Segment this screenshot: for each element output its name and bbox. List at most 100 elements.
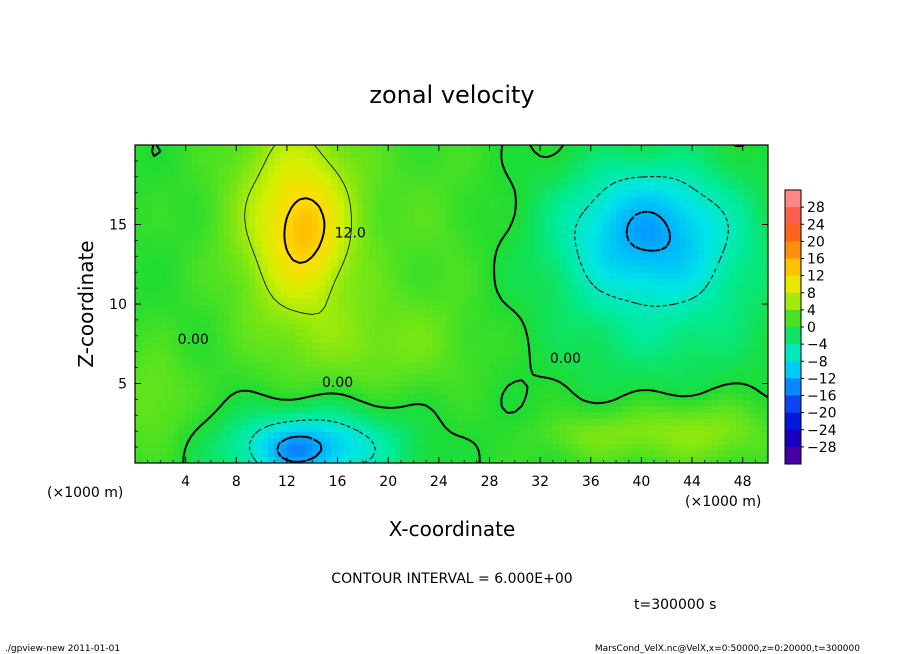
heatmap-cell bbox=[407, 431, 415, 439]
heatmap-cell bbox=[666, 399, 674, 407]
heatmap-cell bbox=[464, 297, 472, 305]
heatmap-cell bbox=[438, 424, 446, 432]
heatmap-cell bbox=[337, 151, 345, 159]
heatmap-cell bbox=[153, 253, 161, 261]
heatmap-cell bbox=[742, 240, 750, 248]
heatmap-cell bbox=[179, 253, 187, 261]
heatmap-cell bbox=[755, 450, 763, 458]
heatmap-cell bbox=[261, 335, 269, 343]
heatmap-cell bbox=[755, 373, 763, 381]
heatmap-cell bbox=[616, 354, 624, 362]
heatmap-cell bbox=[723, 361, 731, 369]
heatmap-cell bbox=[191, 342, 199, 350]
heatmap-cell bbox=[381, 221, 389, 229]
heatmap-cell bbox=[647, 335, 655, 343]
heatmap-cell bbox=[628, 354, 636, 362]
heatmap-cell bbox=[223, 291, 231, 299]
heatmap-cell bbox=[622, 342, 630, 350]
heatmap-cell bbox=[508, 354, 516, 362]
heatmap-cell bbox=[400, 316, 408, 324]
heatmap-cell bbox=[546, 335, 554, 343]
heatmap-cell bbox=[185, 310, 193, 318]
heatmap-cell bbox=[407, 304, 415, 311]
heatmap-cell bbox=[337, 304, 345, 311]
heatmap-cell bbox=[381, 412, 389, 420]
heatmap-cell bbox=[324, 329, 332, 337]
heatmap-cell bbox=[673, 195, 680, 203]
heatmap-cell bbox=[331, 323, 339, 331]
heatmap-cell bbox=[457, 157, 465, 165]
heatmap-cell bbox=[267, 443, 275, 451]
heatmap-cell bbox=[616, 418, 624, 426]
heatmap-cell bbox=[521, 208, 529, 216]
heatmap-cell bbox=[495, 208, 503, 216]
heatmap-cell bbox=[337, 221, 345, 229]
heatmap-cell bbox=[755, 259, 763, 267]
heatmap-cell bbox=[413, 234, 421, 241]
heatmap-cell bbox=[635, 291, 642, 299]
heatmap-cell bbox=[324, 456, 332, 463]
heatmap-cell bbox=[660, 246, 668, 254]
heatmap-cell bbox=[546, 278, 554, 286]
heatmap-cell bbox=[179, 316, 187, 324]
heatmap-cell bbox=[185, 151, 193, 159]
heatmap-cell bbox=[489, 431, 497, 439]
heatmap-cell bbox=[616, 272, 624, 280]
heatmap-cell bbox=[603, 348, 611, 356]
heatmap-cell bbox=[711, 424, 718, 432]
heatmap-cell bbox=[343, 405, 351, 413]
heatmap-cell bbox=[204, 164, 212, 172]
heatmap-cell bbox=[204, 151, 212, 159]
heatmap-cell bbox=[647, 342, 655, 350]
heatmap-cell bbox=[438, 361, 446, 369]
heatmap-cell bbox=[464, 348, 472, 356]
heatmap-cell bbox=[274, 418, 282, 426]
heatmap-cell bbox=[749, 354, 756, 362]
heatmap-cell bbox=[489, 151, 497, 159]
heatmap-cell bbox=[717, 240, 725, 248]
heatmap-cell bbox=[318, 240, 326, 248]
heatmap-cell bbox=[483, 202, 491, 210]
heatmap-cell bbox=[742, 291, 750, 299]
heatmap-cell bbox=[451, 227, 459, 235]
heatmap-cell bbox=[305, 259, 313, 267]
heatmap-cell bbox=[464, 214, 472, 222]
heatmap-cell bbox=[483, 329, 491, 337]
heatmap-cell bbox=[654, 386, 661, 394]
heatmap-cell bbox=[565, 297, 573, 305]
heatmap-cell bbox=[236, 176, 244, 184]
heatmap-cell bbox=[755, 431, 763, 439]
heatmap-cell bbox=[730, 202, 737, 210]
heatmap-cell bbox=[153, 456, 161, 463]
heatmap-cell bbox=[685, 304, 693, 311]
heatmap-cell bbox=[755, 405, 763, 413]
heatmap-cell bbox=[375, 278, 383, 286]
heatmap-cell bbox=[388, 437, 396, 445]
heatmap-cell bbox=[324, 443, 332, 451]
heatmap-cell bbox=[692, 456, 699, 463]
heatmap-cell bbox=[337, 386, 345, 394]
heatmap-cell bbox=[559, 443, 567, 451]
heatmap-cell bbox=[521, 145, 529, 152]
heatmap-cell bbox=[451, 214, 459, 222]
heatmap-cell bbox=[476, 227, 484, 235]
heatmap-cell bbox=[641, 443, 649, 451]
heatmap-cell bbox=[242, 176, 250, 184]
heatmap-cell bbox=[413, 208, 421, 216]
heatmap-cell bbox=[590, 214, 598, 222]
heatmap-cell bbox=[628, 189, 636, 197]
heatmap-cell bbox=[331, 265, 339, 273]
heatmap-cell bbox=[565, 393, 573, 400]
heatmap-cell bbox=[375, 157, 383, 165]
heatmap-cell bbox=[400, 214, 408, 222]
heatmap-cell bbox=[654, 316, 661, 324]
heatmap-cell bbox=[236, 259, 244, 267]
heatmap-cell bbox=[413, 437, 421, 445]
heatmap-cell bbox=[609, 170, 617, 178]
heatmap-cell bbox=[324, 354, 332, 362]
heatmap-cell bbox=[546, 342, 554, 350]
heatmap-cell bbox=[438, 214, 446, 222]
heatmap-cell bbox=[666, 361, 674, 369]
heatmap-cell bbox=[153, 437, 161, 445]
heatmap-cell bbox=[217, 170, 225, 178]
